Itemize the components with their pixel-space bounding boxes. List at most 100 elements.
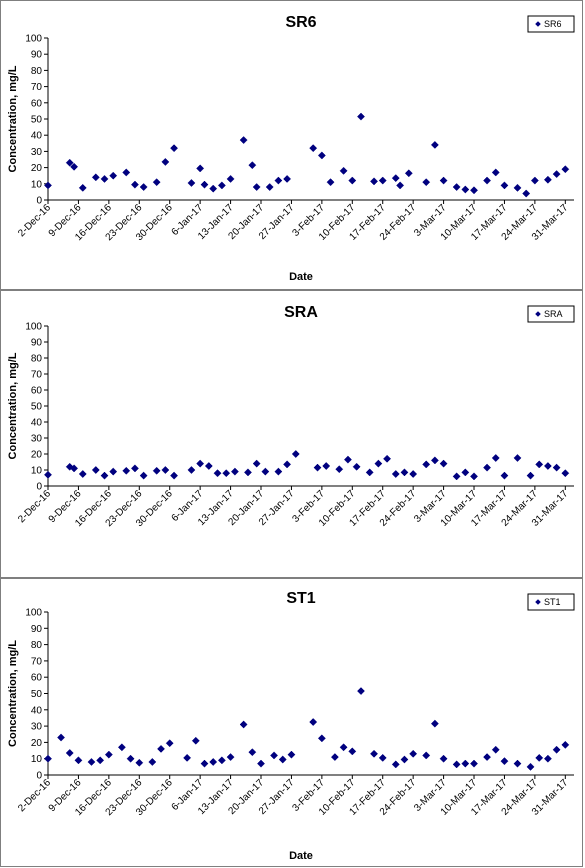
data-point: [57, 733, 65, 742]
data-point: [70, 162, 79, 171]
data-point: [239, 136, 248, 145]
y-tick-label: 80: [31, 354, 43, 365]
data-point: [161, 466, 170, 474]
y-tick-label: 90: [31, 50, 43, 61]
y-tick-label: 100: [25, 34, 42, 45]
data-point: [461, 759, 470, 768]
y-tick-label: 70: [31, 370, 43, 381]
data-point: [65, 749, 74, 757]
legend-box: [527, 305, 575, 323]
data-point: [483, 463, 492, 472]
data-point: [500, 181, 509, 190]
y-tick-label: 0: [36, 771, 42, 782]
data-point: [139, 471, 148, 480]
data-point: [274, 176, 283, 185]
data-point: [70, 464, 79, 473]
data-point: [200, 759, 209, 768]
data-point: [183, 753, 192, 762]
data-point: [309, 144, 318, 153]
data-point: [148, 758, 157, 766]
data-point: [452, 472, 461, 481]
data-point: [535, 460, 544, 469]
legend: ST1: [527, 593, 575, 611]
data-point: [470, 472, 478, 481]
data-point: [283, 460, 292, 469]
y-tick-label: 30: [31, 722, 43, 733]
y-tick-label: 0: [36, 196, 42, 207]
y-tick-label: 80: [31, 66, 43, 77]
chart-st1: ST101020304050607080901002-Dec-169-Dec-1…: [7, 590, 575, 862]
data-point: [100, 471, 109, 480]
data-point: [552, 170, 561, 179]
data-point: [522, 189, 531, 198]
data-point: [78, 183, 87, 192]
data-point: [44, 181, 52, 190]
data-point: [335, 465, 344, 474]
data-point: [500, 757, 509, 766]
data-point: [100, 174, 109, 183]
data-point: [552, 463, 561, 472]
data-point: [483, 176, 492, 185]
data-point: [391, 470, 400, 478]
data-point: [513, 759, 522, 768]
data-point: [461, 468, 470, 477]
data-point: [313, 463, 322, 472]
data-point: [187, 179, 196, 187]
data-point: [291, 450, 300, 458]
chart-title: SR6: [285, 14, 316, 31]
chart-panel-st1: ST1 0 10 20 30 40 50 60 70 80 90 100 2-Dec-16 9-Dec-1…: [0, 578, 583, 867]
data-point: [491, 745, 500, 754]
data-point: [226, 753, 235, 762]
data-point: [357, 112, 365, 121]
data-point: [330, 753, 339, 762]
data-point: [400, 468, 409, 477]
data-point: [122, 466, 131, 475]
y-tick-label: 20: [31, 163, 43, 174]
data-point: [491, 454, 500, 462]
data-point: [430, 719, 439, 728]
y-tick-label: 20: [31, 738, 43, 749]
data-point: [287, 750, 296, 759]
data-point: [230, 467, 239, 476]
data-point: [278, 755, 287, 764]
data-point: [139, 183, 148, 191]
y-tick-label: 40: [31, 131, 43, 142]
y-tick-label: 10: [31, 179, 43, 190]
data-point: [430, 140, 439, 149]
data-point: [422, 178, 431, 187]
y-tick-label: 100: [25, 608, 42, 619]
data-point: [526, 471, 535, 480]
y-tick-label: 50: [31, 115, 43, 126]
data-point: [196, 459, 205, 468]
data-point: [157, 744, 165, 753]
data-point: [204, 462, 213, 470]
y-tick-label: 60: [31, 673, 43, 684]
chart-sr6: SR601020304050607080901002-Dec-169-Dec-1…: [7, 14, 575, 283]
data-point: [543, 462, 552, 470]
data-point: [409, 470, 418, 478]
data-point: [44, 754, 52, 763]
legend-label: SR6: [544, 19, 562, 29]
legend: SR6: [527, 15, 575, 33]
data-point: [248, 748, 257, 757]
data-point: [561, 469, 570, 478]
data-point: [348, 747, 357, 756]
data-point: [470, 759, 478, 768]
data-point: [109, 467, 118, 476]
legend-box: [527, 593, 575, 611]
data-point: [196, 164, 205, 173]
data-point: [526, 762, 535, 771]
data-point: [400, 755, 409, 764]
y-tick-label: 40: [31, 705, 43, 716]
data-point: [117, 743, 126, 752]
data-point: [339, 743, 348, 752]
y-tick-label: 100: [25, 322, 42, 333]
data-point: [552, 745, 561, 754]
x-axis-label: Date: [289, 850, 313, 862]
data-point: [535, 753, 544, 762]
chart-title: SRA: [284, 304, 318, 321]
y-tick-label: 70: [31, 82, 43, 93]
data-point: [383, 454, 392, 463]
data-point: [452, 760, 461, 769]
data-point: [187, 466, 196, 474]
